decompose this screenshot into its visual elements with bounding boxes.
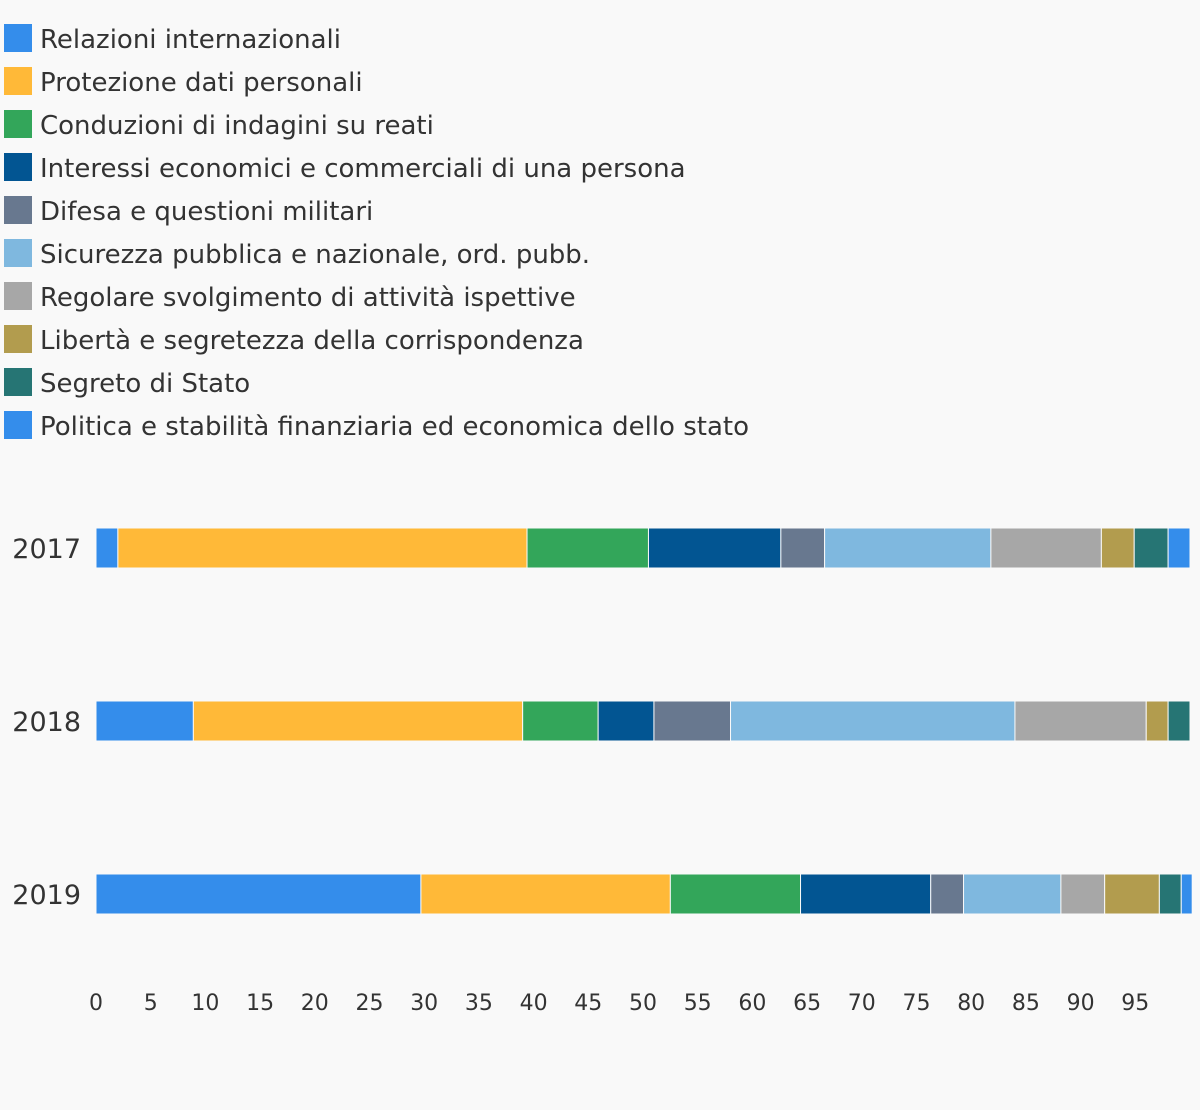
legend-swatch: [4, 368, 32, 396]
x-tick-label: 55: [684, 991, 712, 1016]
x-tick-label: 20: [301, 991, 329, 1016]
x-tick-label: 40: [520, 991, 548, 1016]
bar-segment-2017-segreto-di-stato[interactable]: [1133, 527, 1169, 569]
bar-segment-2019-interessi-economici-e-commerciali-di-una-persona[interactable]: [800, 873, 932, 915]
x-tick-label: 25: [356, 991, 384, 1016]
legend-swatch: [4, 196, 32, 224]
x-tick-label: 35: [465, 991, 493, 1016]
bar-segment-2019-politica-e-stabilita-finanziaria-ed-economica-dello-stato[interactable]: [1180, 873, 1193, 915]
bar-segment-2018-interessi-economici-e-commerciali-di-una-persona[interactable]: [597, 700, 655, 742]
legend-item-liberta-e-segretezza-della-corrispondenza[interactable]: Libertà e segretezza della corrispondenz…: [4, 323, 749, 366]
legend-label: Relazioni internazionali: [40, 25, 341, 55]
legend-item-politica-e-stabilita-finanziaria-ed-economica-dello-stato[interactable]: Politica e stabilità finanziaria ed econ…: [4, 409, 749, 452]
y-tick-label: 2017: [12, 534, 81, 565]
legend-item-difesa-e-questioni-militari[interactable]: Difesa e questioni militari: [4, 194, 749, 237]
legend-label: Libertà e segretezza della corrispondenz…: [40, 326, 584, 356]
legend-label: Protezione dati personali: [40, 68, 363, 98]
legend-swatch: [4, 239, 32, 267]
legend-item-segreto-di-stato[interactable]: Segreto di Stato: [4, 366, 749, 409]
legend-label: Conduzioni di indagini su reati: [40, 111, 434, 141]
bar-segment-2019-liberta-e-segretezza-della-corrispondenza[interactable]: [1104, 873, 1160, 915]
bar-segment-2019-difesa-e-questioni-militari[interactable]: [930, 873, 965, 915]
x-tick-label: 60: [738, 991, 766, 1016]
bar-segment-2017-politica-e-stabilita-finanziaria-ed-economica-dello-stato[interactable]: [1167, 527, 1191, 569]
legend-item-interessi-economici-e-commerciali-di-una-persona[interactable]: Interessi economici e commerciali di una…: [4, 151, 749, 194]
x-tick-label: 80: [957, 991, 985, 1016]
legend-item-relazioni-internazionali[interactable]: Relazioni internazionali: [4, 22, 749, 65]
legend-label: Regolare svolgimento di attività ispetti…: [40, 283, 576, 313]
bar-segment-2018-sicurezza-pubblica-e-nazionale-ord-pubb[interactable]: [730, 700, 1016, 742]
bar-segment-2019-protezione-dati-personali[interactable]: [420, 873, 671, 915]
legend-item-protezione-dati-personali[interactable]: Protezione dati personali: [4, 65, 749, 108]
legend-swatch: [4, 153, 32, 181]
bar-segment-2019-conduzioni-di-indagini-su-reati[interactable]: [669, 873, 802, 915]
bar-segment-2017-liberta-e-segretezza-della-corrispondenza[interactable]: [1100, 527, 1135, 569]
legend-swatch: [4, 282, 32, 310]
legend-swatch: [4, 325, 32, 353]
legend-swatch: [4, 110, 32, 138]
y-tick-label: 2018: [12, 707, 81, 738]
bar-segment-2017-conduzioni-di-indagini-su-reati[interactable]: [526, 527, 649, 569]
x-tick-label: 95: [1121, 991, 1149, 1016]
bar-segment-2018-protezione-dati-personali[interactable]: [192, 700, 524, 742]
bar-segment-2018-difesa-e-questioni-militari[interactable]: [653, 700, 732, 742]
bar-segment-2017-interessi-economici-e-commerciali-di-una-persona[interactable]: [647, 527, 782, 569]
x-tick-label: 65: [793, 991, 821, 1016]
bar-segment-2019-segreto-di-stato[interactable]: [1158, 873, 1182, 915]
legend-swatch: [4, 67, 32, 95]
chart-legend: Relazioni internazionali Protezione dati …: [4, 22, 749, 452]
bar-segment-2019-sicurezza-pubblica-e-nazionale-ord-pubb[interactable]: [963, 873, 1062, 915]
x-tick-label: 45: [574, 991, 602, 1016]
bar-segment-2017-relazioni-internazionali[interactable]: [95, 527, 119, 569]
bar-segment-2019-regolare-svolgimento-di-attivita-ispettive[interactable]: [1060, 873, 1106, 915]
bar-segment-2017-sicurezza-pubblica-e-nazionale-ord-pubb[interactable]: [824, 527, 992, 569]
x-tick-label: 50: [629, 991, 657, 1016]
x-tick-label: 70: [848, 991, 876, 1016]
x-tick-label: 75: [903, 991, 931, 1016]
legend-label: Politica e stabilità finanziaria ed econ…: [40, 412, 749, 442]
legend-swatch: [4, 24, 32, 52]
x-tick-label: 0: [89, 991, 103, 1016]
x-tick-label: 85: [1012, 991, 1040, 1016]
bar-segment-2019-relazioni-internazionali[interactable]: [95, 873, 422, 915]
legend-item-sicurezza-pubblica-e-nazionale-ord-pubb[interactable]: Sicurezza pubblica e nazionale, ord. pub…: [4, 237, 749, 280]
legend-item-regolare-svolgimento-di-attivita-ispettive[interactable]: Regolare svolgimento di attività ispetti…: [4, 280, 749, 323]
bar-segment-2017-regolare-svolgimento-di-attivita-ispettive[interactable]: [990, 527, 1102, 569]
bar-segment-2018-conduzioni-di-indagini-su-reati[interactable]: [522, 700, 599, 742]
y-tick-label: 2019: [12, 880, 81, 911]
x-tick-label: 10: [191, 991, 219, 1016]
x-tick-label: 90: [1067, 991, 1095, 1016]
legend-label: Difesa e questioni militari: [40, 197, 374, 227]
legend-item-conduzioni-di-indagini-su-reati[interactable]: Conduzioni di indagini su reati: [4, 108, 749, 151]
bar-segment-2018-regolare-svolgimento-di-attivita-ispettive[interactable]: [1014, 700, 1147, 742]
legend-label: Interessi economici e commerciali di una…: [40, 154, 686, 184]
bar-segment-2018-liberta-e-segretezza-della-corrispondenza[interactable]: [1145, 700, 1169, 742]
bar-segment-2017-difesa-e-questioni-militari[interactable]: [780, 527, 826, 569]
x-tick-label: 5: [144, 991, 158, 1016]
legend-swatch: [4, 411, 32, 439]
bar-segment-2018-segreto-di-stato[interactable]: [1167, 700, 1191, 742]
bar-segment-2017-protezione-dati-personali[interactable]: [117, 527, 528, 569]
legend-label: Sicurezza pubblica e nazionale, ord. pub…: [40, 240, 591, 270]
bar-segment-2018-relazioni-internazionali[interactable]: [95, 700, 194, 742]
x-tick-label: 15: [246, 991, 274, 1016]
x-tick-label: 30: [410, 991, 438, 1016]
legend-label: Segreto di Stato: [40, 369, 251, 399]
